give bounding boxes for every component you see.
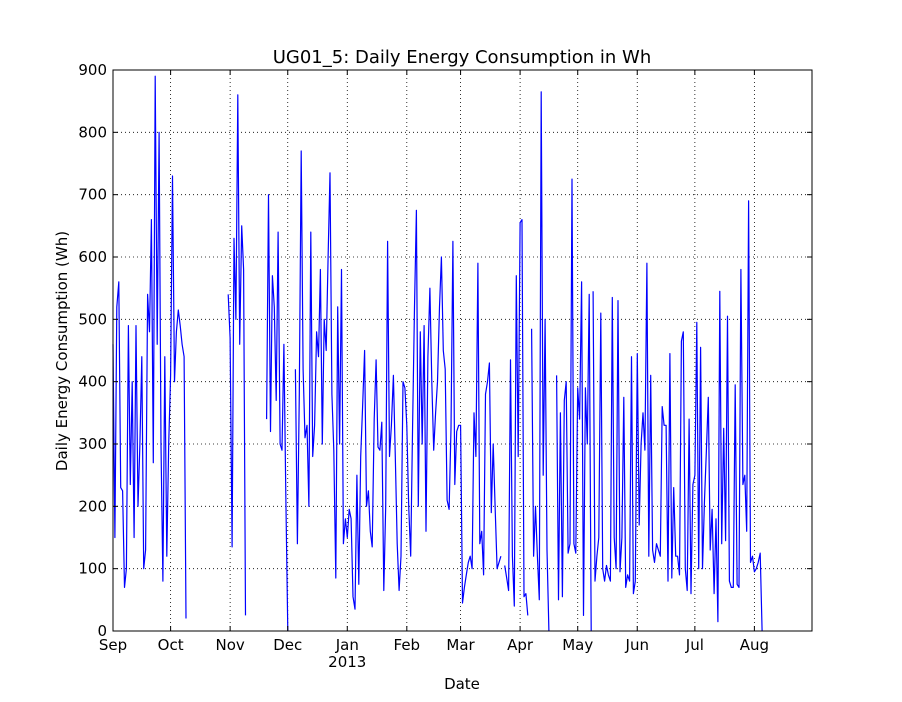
plot-frame xyxy=(112,69,813,632)
y-tick-label: 800 xyxy=(78,123,107,141)
series-line-segment xyxy=(504,219,529,616)
series-layer xyxy=(112,75,763,632)
y-tick-label: 900 xyxy=(78,61,107,79)
x-tick-label: Apr xyxy=(507,636,534,654)
x-tick-label: Oct xyxy=(158,636,184,654)
y-tick-labels: 0 100 200 300 400 500 600 700 800 900 xyxy=(78,61,107,640)
x-tick-label: Jul xyxy=(685,636,704,654)
tick-marks xyxy=(112,69,812,632)
x-tick-label: Aug xyxy=(740,636,769,654)
x-tick-label: Feb xyxy=(394,636,421,654)
series-line-segment xyxy=(294,150,502,610)
y-tick-label: 0 xyxy=(97,622,107,640)
y-tick-label: 500 xyxy=(78,310,107,328)
series-line-segment xyxy=(592,200,763,632)
x-tick-label: Nov xyxy=(215,636,244,654)
y-tick-label: 300 xyxy=(78,435,107,453)
x-axis-label: Date xyxy=(444,675,480,693)
x-tick-sublabel: 2013 xyxy=(328,653,366,671)
x-tick-label: Jan xyxy=(335,636,359,654)
x-tick-label: Dec xyxy=(273,636,302,654)
y-tick-label: 100 xyxy=(78,560,107,578)
series-line-segment xyxy=(530,91,550,632)
x-tick-label: Mar xyxy=(446,636,475,654)
y-tick-label: 600 xyxy=(78,248,107,266)
y-tick-label: 200 xyxy=(78,497,107,515)
series-line-segment xyxy=(266,194,289,632)
plot-area xyxy=(113,70,812,631)
x-tick-label: May xyxy=(562,636,593,654)
chart-title: UG01_5: Daily Energy Consumption in Wh xyxy=(273,47,652,68)
series-line-segment xyxy=(227,94,247,616)
x-tick-label: Jun xyxy=(625,636,649,654)
y-axis-label: Daily Energy Consumption (Wh) xyxy=(53,231,71,471)
y-tick-label: 400 xyxy=(78,373,107,391)
series-line-segment xyxy=(555,178,592,632)
y-tick-label: 700 xyxy=(78,186,107,204)
series-line-segment xyxy=(112,75,187,619)
x-tick-label: Sep xyxy=(99,636,127,654)
